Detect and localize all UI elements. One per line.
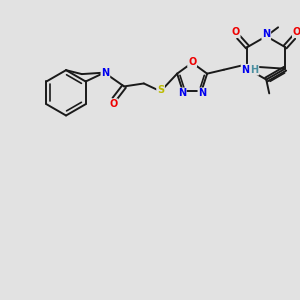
Text: O: O (188, 57, 196, 67)
Text: N: N (242, 65, 250, 75)
Text: O: O (109, 99, 117, 109)
Text: N: N (198, 88, 206, 98)
Text: N: N (262, 29, 270, 39)
Text: H: H (250, 65, 259, 75)
Text: O: O (232, 27, 240, 37)
Text: N: N (101, 68, 110, 78)
Text: O: O (293, 27, 300, 37)
Text: S: S (157, 85, 164, 95)
Text: N: N (178, 88, 186, 98)
